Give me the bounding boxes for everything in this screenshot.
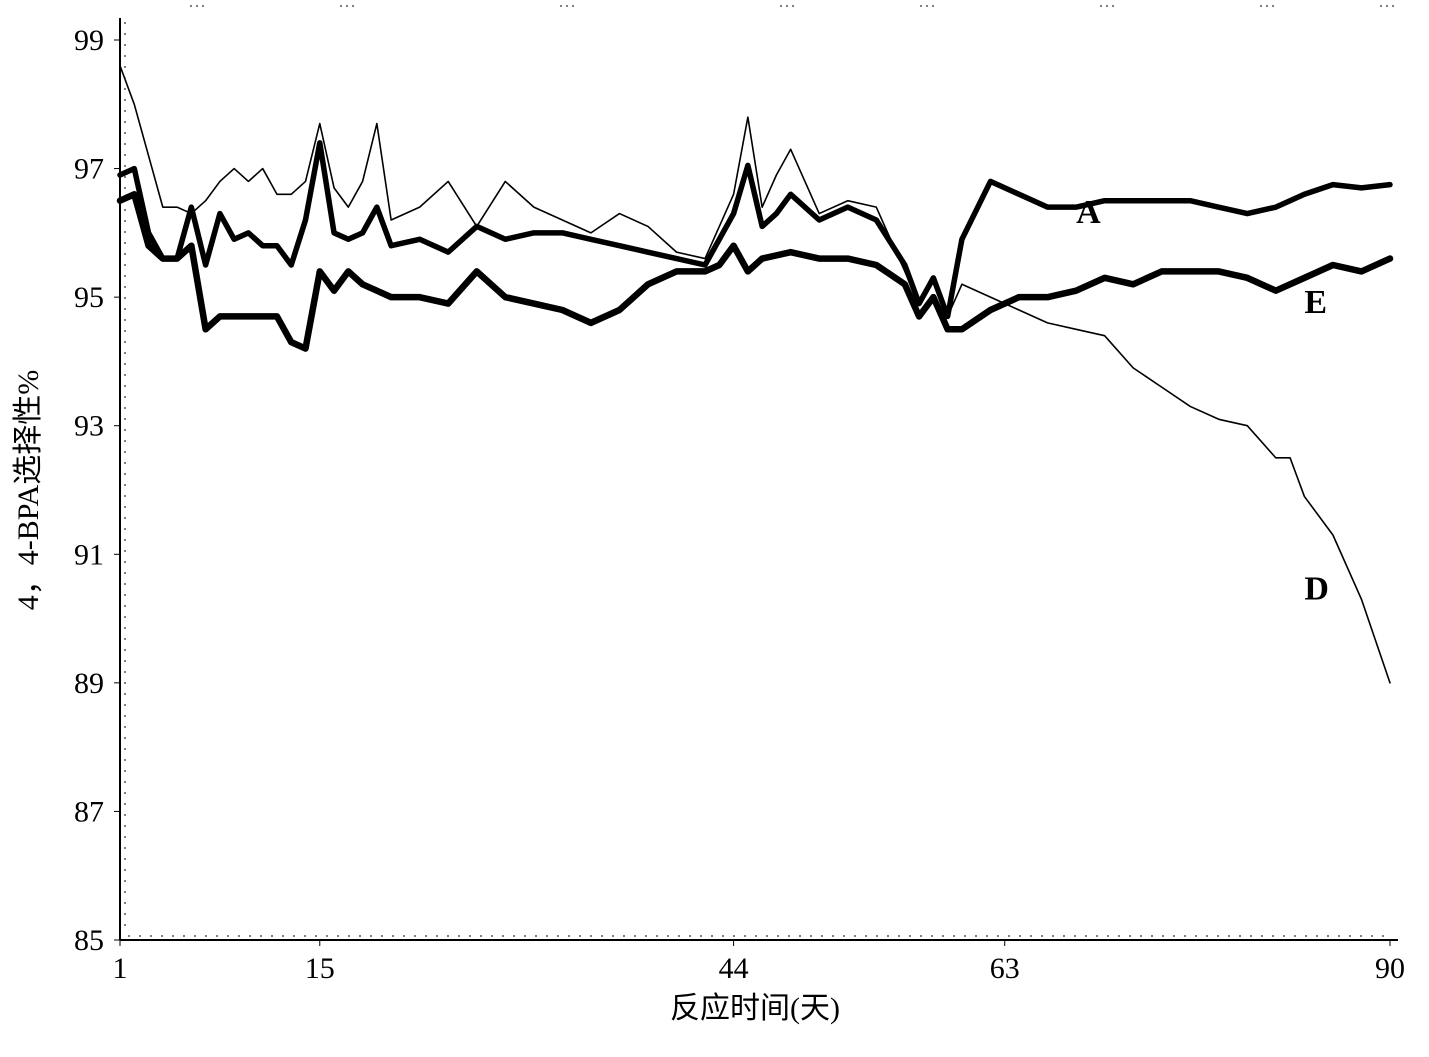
x-tick-label: 90 — [1375, 952, 1405, 985]
y-tick-label: 91 — [74, 538, 104, 571]
x-tick-label: 1 — [113, 952, 128, 985]
series-label-D: D — [1304, 570, 1329, 607]
x-tick-label: 44 — [719, 952, 749, 985]
chart-svg: 85 87 89 91 93 95 97 99 1 15 44 63 90 反应时间(天) 4，4-BPA选… — [0, 0, 1429, 1057]
x-axis-title: 反应时间(天) — [670, 992, 840, 1025]
series-label-E: E — [1304, 284, 1327, 321]
y-tick-label: 95 — [74, 281, 104, 314]
y-tick-label: 97 — [74, 153, 104, 186]
y-tick-label: 87 — [74, 795, 104, 828]
x-tick-label: 63 — [990, 952, 1020, 985]
chart-bg — [0, 0, 1429, 1057]
y-tick-label: 89 — [74, 667, 104, 700]
chart-container: 85 87 89 91 93 95 97 99 1 15 44 63 90 反应时间(天) 4，4-BPA选… — [0, 0, 1429, 1057]
y-tick-label: 93 — [74, 410, 104, 443]
y-tick-label: 85 — [74, 924, 104, 957]
series-label-A: A — [1076, 194, 1101, 231]
y-tick-label: 99 — [74, 24, 104, 57]
y-axis-title: 4，4-BPA选择性% — [12, 370, 45, 611]
x-tick-label: 15 — [305, 952, 335, 985]
